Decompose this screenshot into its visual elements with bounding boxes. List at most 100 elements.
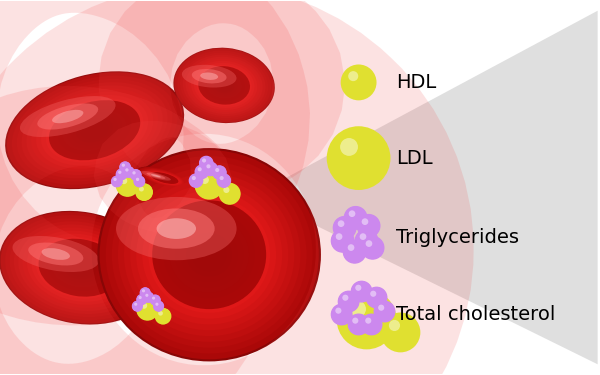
Text: HDL: HDL	[397, 73, 437, 92]
Ellipse shape	[221, 83, 227, 87]
Circle shape	[340, 223, 349, 232]
Circle shape	[361, 235, 373, 247]
Circle shape	[146, 294, 151, 300]
Circle shape	[339, 312, 344, 317]
Circle shape	[333, 216, 356, 239]
Circle shape	[366, 240, 367, 242]
Circle shape	[160, 313, 166, 319]
Circle shape	[351, 281, 372, 302]
Circle shape	[142, 304, 152, 315]
Circle shape	[368, 290, 385, 306]
Circle shape	[142, 290, 148, 296]
Circle shape	[347, 71, 370, 94]
Ellipse shape	[53, 103, 136, 157]
Circle shape	[133, 172, 139, 178]
Circle shape	[197, 167, 202, 171]
Ellipse shape	[154, 174, 175, 182]
Ellipse shape	[164, 211, 255, 298]
Circle shape	[335, 218, 354, 237]
Circle shape	[141, 303, 154, 316]
Circle shape	[196, 172, 223, 198]
Circle shape	[371, 247, 374, 249]
Circle shape	[333, 306, 350, 323]
Circle shape	[343, 296, 354, 307]
Ellipse shape	[49, 246, 110, 290]
Circle shape	[201, 171, 203, 173]
Circle shape	[191, 176, 201, 185]
Circle shape	[344, 241, 365, 262]
Text: Total cholesterol: Total cholesterol	[397, 305, 556, 324]
Ellipse shape	[187, 233, 232, 276]
Circle shape	[383, 310, 386, 313]
Circle shape	[349, 315, 368, 334]
Circle shape	[358, 232, 376, 250]
Ellipse shape	[152, 173, 176, 183]
Circle shape	[137, 295, 146, 304]
Circle shape	[337, 220, 352, 236]
Circle shape	[153, 301, 164, 312]
Circle shape	[120, 172, 124, 176]
Circle shape	[340, 238, 345, 243]
Circle shape	[366, 319, 377, 330]
Circle shape	[132, 171, 139, 178]
Circle shape	[206, 165, 215, 173]
Circle shape	[362, 219, 375, 232]
Circle shape	[192, 176, 196, 180]
Circle shape	[364, 222, 373, 230]
Circle shape	[346, 70, 371, 95]
Circle shape	[111, 176, 123, 188]
Circle shape	[229, 193, 231, 195]
Circle shape	[359, 290, 364, 294]
Circle shape	[140, 298, 143, 301]
Ellipse shape	[12, 76, 178, 185]
Circle shape	[221, 178, 227, 183]
Circle shape	[208, 167, 213, 171]
Circle shape	[133, 172, 139, 178]
Circle shape	[143, 191, 145, 194]
Ellipse shape	[58, 106, 131, 154]
Circle shape	[357, 81, 361, 84]
Circle shape	[360, 290, 363, 293]
Circle shape	[205, 163, 217, 175]
Circle shape	[122, 180, 133, 190]
Circle shape	[146, 308, 149, 311]
Circle shape	[159, 312, 167, 320]
Circle shape	[344, 68, 373, 97]
Circle shape	[375, 296, 378, 299]
Ellipse shape	[76, 118, 113, 142]
Circle shape	[355, 217, 357, 219]
Ellipse shape	[159, 176, 170, 180]
Ellipse shape	[40, 240, 119, 296]
Circle shape	[359, 289, 364, 294]
Circle shape	[376, 297, 377, 298]
Circle shape	[142, 190, 146, 194]
Circle shape	[206, 164, 211, 168]
Ellipse shape	[51, 248, 109, 288]
Circle shape	[138, 296, 146, 303]
Circle shape	[370, 323, 373, 326]
Circle shape	[138, 180, 140, 183]
Circle shape	[365, 318, 371, 324]
Circle shape	[367, 225, 370, 227]
Circle shape	[219, 176, 229, 186]
Circle shape	[218, 174, 230, 187]
Ellipse shape	[136, 185, 282, 324]
Ellipse shape	[185, 231, 233, 278]
Circle shape	[140, 189, 148, 196]
Circle shape	[347, 300, 350, 303]
Ellipse shape	[31, 88, 158, 172]
Circle shape	[199, 156, 214, 170]
Circle shape	[153, 297, 158, 303]
Circle shape	[347, 244, 362, 259]
Circle shape	[328, 128, 389, 188]
Circle shape	[198, 168, 206, 176]
Circle shape	[364, 317, 379, 332]
Circle shape	[223, 187, 237, 201]
Circle shape	[142, 190, 146, 194]
Circle shape	[210, 168, 211, 169]
Ellipse shape	[150, 172, 178, 184]
Circle shape	[383, 315, 418, 350]
Ellipse shape	[201, 68, 247, 103]
Circle shape	[119, 171, 125, 177]
Circle shape	[334, 232, 351, 249]
